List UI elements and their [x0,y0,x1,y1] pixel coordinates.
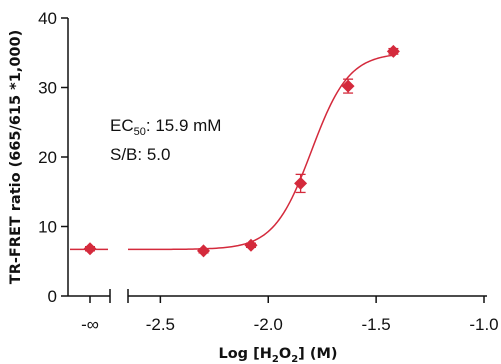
sb-annotation: S/B: 5.0 [110,145,170,164]
data-point-2 [294,176,308,190]
y-tick-label-0: 0 [48,287,57,306]
fit-curve [128,54,396,251]
data-point-1 [244,238,258,252]
x-tick-label-1: -2.0 [254,315,283,334]
y-tick-label-40: 40 [38,9,57,28]
data-markers [83,44,400,258]
data-point-3 [341,79,355,93]
data-point-neg-infinity [83,242,97,256]
x-tick-label-2: -1.5 [361,315,390,334]
ec50-annotation: EC50: 15.9 mM [110,116,221,138]
x-tick-label-3: -1.0 [469,315,498,334]
y-ticks: 0 10 20 30 40 [38,9,68,306]
y-tick-label-20: 20 [38,148,57,167]
data-point-0 [197,244,211,258]
data-point-4 [386,44,400,58]
x-axis-title: Log [H2O2] (M) [218,346,337,364]
x-tick-label-0: -2.5 [146,315,175,334]
y-axis-title: TR-FRET ratio (665/615 *1,000) [8,30,24,284]
x-tick-label-neg-infinity: -∞ [81,315,99,334]
y-tick-label-30: 30 [38,79,57,98]
y-tick-label-10: 10 [38,218,57,237]
x-ticks: -2.5 -2.0 -1.5 -1.0 [146,296,499,334]
